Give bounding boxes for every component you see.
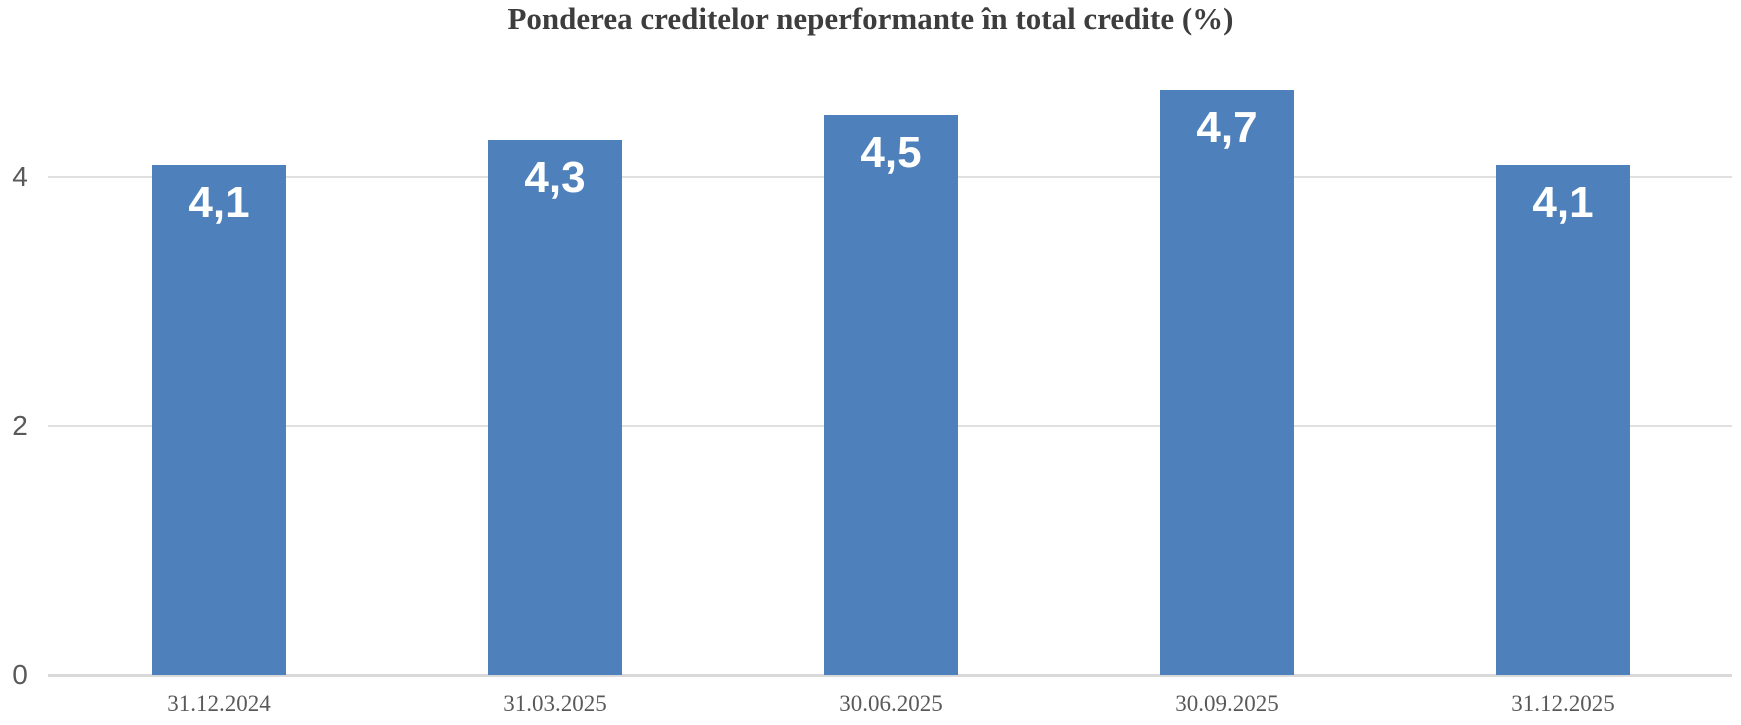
- x-tick-label-30.06.2025: 30.06.2025: [839, 691, 943, 716]
- x-tick-label-31.03.2025: 31.03.2025: [503, 691, 607, 716]
- bar-value-label: 4,7: [1196, 103, 1258, 152]
- bar-value-label: 4,1: [1532, 178, 1594, 227]
- bar-value-label: 4,1: [188, 178, 250, 227]
- chart-title: Ponderea creditelor neperformante în tot…: [507, 1, 1234, 36]
- bar-value-label: 4,3: [524, 153, 586, 202]
- bar-value-label: 4,5: [860, 128, 922, 177]
- y-tick-label-0: 0: [12, 659, 28, 690]
- y-tick-label-2: 2: [12, 410, 28, 441]
- bar-31.12.2025: 4,1: [1496, 165, 1630, 675]
- bar-30.06.2025: 4,5: [824, 115, 958, 675]
- bar-31.03.2025: 4,3: [488, 140, 622, 675]
- x-tick-label-30.09.2025: 30.09.2025: [1175, 691, 1279, 716]
- bar-30.09.2025: 4,7: [1160, 90, 1294, 675]
- x-tick-label-31.12.2024: 31.12.2024: [167, 691, 271, 716]
- bar-31.12.2024: 4,1: [152, 165, 286, 675]
- x-axis-baseline: [48, 674, 1732, 677]
- y-tick-label-4: 4: [12, 161, 28, 192]
- x-tick-label-31.12.2025: 31.12.2025: [1511, 691, 1615, 716]
